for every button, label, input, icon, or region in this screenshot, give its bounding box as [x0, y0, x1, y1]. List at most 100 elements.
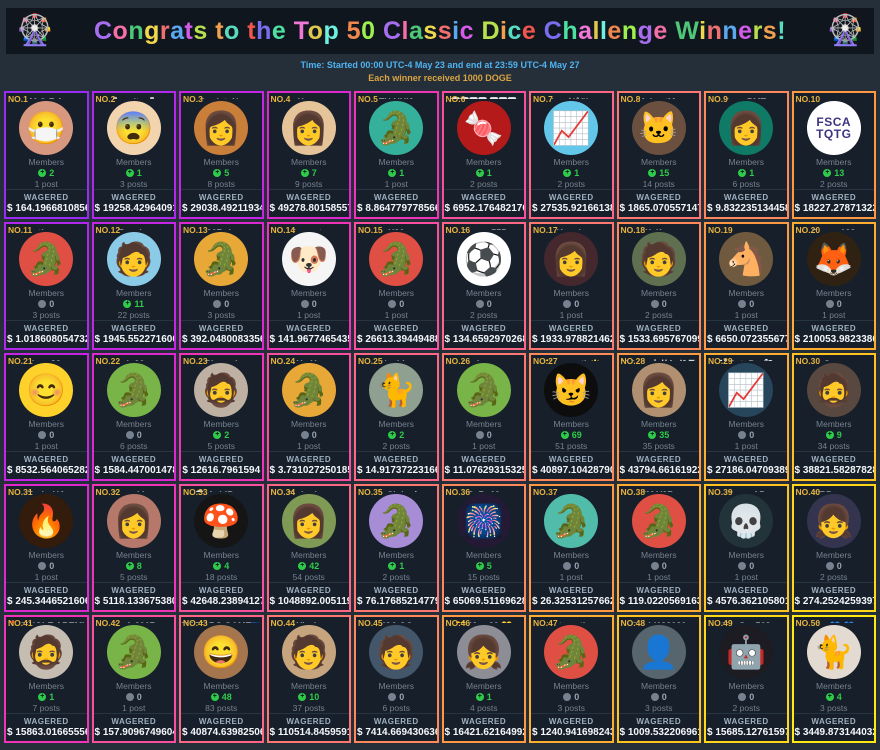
winner-card[interactable]: NO.47 last santino 🐊 Members 0 3 posts W… [529, 615, 614, 743]
avatar[interactable]: 🐊 [544, 625, 599, 679]
winner-card[interactable]: NO.50 Koe💙 💙 🐈 Members + 4 3 posts WAGER… [791, 615, 876, 743]
winner-card[interactable]: NO.33 💀 AcidBurn 🍄 Members + 4 18 posts … [179, 484, 264, 612]
avatar[interactable]: 🤖 [719, 625, 774, 679]
avatar[interactable]: 🐊 [194, 232, 249, 286]
avatar[interactable]: 🧑 [631, 232, 686, 286]
avatar[interactable]: 🍄 [194, 494, 249, 548]
winner-card[interactable]: NO.5 TH NHI2 🐊 Members + 1 1 post WAGERE… [354, 91, 439, 219]
winner-card[interactable]: NO.9 I am PMT 👩 Members + 1 6 posts WAGE… [704, 91, 789, 219]
winner-card[interactable]: NO.46 💛 May 20 💛 👧 Members + 1 4 posts W… [441, 615, 526, 743]
winner-card[interactable]: NO.26 Narkoman 🐊 Members 0 1 post WAGERE… [441, 353, 526, 481]
avatar[interactable]: 🐊 [631, 494, 686, 548]
winner-card[interactable]: NO.25 Nashka 🐈 Members + 2 2 posts WAGER… [354, 353, 439, 481]
winner-card[interactable]: NO.24 YarYe 🐊 Members 0 1 post WAGERED $… [266, 353, 351, 481]
avatar[interactable]: 👩 [281, 494, 336, 548]
avatar[interactable]: 🐊 [19, 232, 74, 286]
username[interactable]: Azureking [112, 489, 156, 492]
avatar[interactable]: 🍬 [456, 101, 511, 155]
avatar[interactable]: 😼 [544, 363, 599, 417]
username[interactable]: TH NHI2 [379, 96, 414, 99]
username[interactable]: PyB_69 [467, 489, 500, 492]
winner-card[interactable]: NO.19 sevan 🐴 Members 0 1 post WAGERED $… [704, 222, 789, 350]
winner-card[interactable]: NO.27 🌟 meowth🌟 😼 Members + 69 51 posts … [529, 353, 614, 481]
username[interactable]: 🅵🆄🅻🅻 🆁🅴🅳 [451, 96, 517, 99]
avatar[interactable]: 🐊 [106, 625, 161, 679]
avatar[interactable]: 🐱 [631, 101, 686, 155]
winner-card[interactable]: NO.31 EndryUA 🔥 Members 0 1 post WAGERED… [4, 484, 89, 612]
username[interactable]: Nashka [380, 358, 412, 361]
username[interactable]: I am PMT [726, 96, 766, 99]
avatar[interactable]: 🔥 [19, 494, 74, 548]
avatar[interactable]: 👩 [544, 232, 599, 286]
username[interactable]: Fedupkpc [287, 489, 330, 492]
username[interactable]: ¥©€-©© [380, 620, 413, 623]
winner-card[interactable]: NO.21 bom88 😊 Members 0 1 post WAGERED $… [4, 353, 89, 481]
username[interactable]: Yizzle [296, 620, 321, 623]
username[interactable]: MARY.BC.GAME🇵🇭 [181, 620, 261, 623]
avatar[interactable]: 🧔 [806, 363, 861, 417]
avatar[interactable]: 👧 [806, 494, 861, 548]
avatar[interactable]: 🧔 [19, 625, 74, 679]
winner-card[interactable]: NO.44 Yizzle 🧑 Members + 10 37 posts WAG… [266, 615, 351, 743]
avatar[interactable]: 👩 [631, 363, 686, 417]
winner-card[interactable]: NO.17 Ksenia 👩 Members 0 1 post WAGERED … [529, 222, 614, 350]
winner-card[interactable]: NO.38 IM V2R 🐊 Members 0 1 post WAGERED … [616, 484, 701, 612]
winner-card[interactable]: NO.2 🧂 salty 🧂 😨 Members + 1 3 posts WAG… [91, 91, 176, 219]
avatar[interactable]: 🧑 [369, 625, 424, 679]
winner-card[interactable]: NO.35 🔥 Sinigr☬ 🐊 Members + 1 2 posts WA… [354, 484, 439, 612]
winner-card[interactable]: NO.48 Covid192020 👤 Members 0 3 posts WA… [616, 615, 701, 743]
avatar[interactable]: 🐊 [369, 232, 424, 286]
username[interactable]: IM V2R [644, 489, 674, 492]
avatar[interactable]: 🦊 [806, 232, 861, 286]
username[interactable]: MaksatMe [637, 96, 680, 99]
avatar[interactable]: 🧔 [194, 363, 249, 417]
avatar[interactable]: 📈 [719, 363, 774, 417]
avatar[interactable]: 👩 [194, 101, 249, 155]
avatar[interactable]: 😄 [194, 625, 249, 679]
username[interactable]: pcom [559, 489, 583, 492]
avatar[interactable]: ⚽ [456, 232, 511, 286]
username[interactable]: mtbyus [30, 227, 62, 230]
winner-card[interactable]: NO.36 PyB_69 🎆 Members + 5 15 posts WAGE… [441, 484, 526, 612]
username[interactable]: Cran [823, 358, 844, 361]
username[interactable]: YarYe [296, 358, 321, 361]
avatar[interactable]: 😊 [19, 363, 74, 417]
avatar[interactable]: 👤 [631, 625, 686, 679]
username[interactable]: ꧁Bet_Pro꧂ [715, 358, 778, 361]
winner-card[interactable]: NO.37 pcom 🐊 Members 0 1 post WAGERED $ … [529, 484, 614, 612]
username[interactable]: last santino [546, 620, 596, 623]
avatar[interactable]: 🐊 [106, 363, 161, 417]
username[interactable]: Teemo123 [812, 227, 855, 230]
winner-card[interactable]: NO.32 Azureking 👩 Members + 8 5 posts WA… [91, 484, 176, 612]
username[interactable]: sevan [733, 227, 759, 230]
username[interactable]: Zuccky [118, 227, 149, 230]
username[interactable]: Soccer555 [461, 227, 506, 230]
winner-card[interactable]: NO.42 foofa2017 🐊 Members 0 1 post WAGER… [91, 615, 176, 743]
winner-card[interactable]: NO.7 ღbanģłåñhღ 📈 Members + 1 2 posts WA… [529, 91, 614, 219]
winner-card[interactable]: NO.1 M O Z A 😷 Members + 2 1 post WAGERE… [4, 91, 89, 219]
username[interactable]: BaranAP [727, 489, 765, 492]
avatar[interactable]: 🐊 [456, 363, 511, 417]
username[interactable]: Yokotaカサンドラ [622, 358, 696, 361]
winner-card[interactable]: NO.30 Cran 🧔 Members + 9 34 posts WAGERE… [791, 353, 876, 481]
username[interactable]: ღbanģłåñhღ [544, 96, 598, 99]
username[interactable]: Xuxu [298, 96, 320, 99]
avatar[interactable]: FSCA TQTG [806, 101, 861, 155]
avatar[interactable]: 😷 [19, 101, 74, 155]
username[interactable]: Narkoman [462, 358, 506, 361]
username[interactable]: M O Z A [29, 96, 63, 99]
username[interactable]: bom88 [32, 358, 61, 361]
username[interactable]: 26Rola [206, 227, 236, 230]
avatar[interactable]: 🐴 [719, 232, 774, 286]
username[interactable]: Koe💙 💙 [813, 620, 855, 623]
winner-card[interactable]: NO.16 Soccer555 ⚽ Members 0 2 posts WAGE… [441, 222, 526, 350]
avatar[interactable]: 👩 [106, 494, 161, 548]
winner-card[interactable]: NO.3 GenietaNs 👩 Members + 5 8 posts WAG… [179, 91, 264, 219]
avatar[interactable]: 🎆 [456, 494, 511, 548]
winner-card[interactable]: NO.41 🌹 SINGLE AREMY 🌹 🧔 Members + 1 7 p… [4, 615, 89, 743]
username[interactable]: X86 [388, 227, 404, 230]
avatar[interactable]: 🧑 [281, 625, 336, 679]
avatar[interactable]: 💀 [719, 494, 774, 548]
avatar[interactable]: 😨 [106, 101, 161, 155]
avatar[interactable]: 👩 [719, 101, 774, 155]
